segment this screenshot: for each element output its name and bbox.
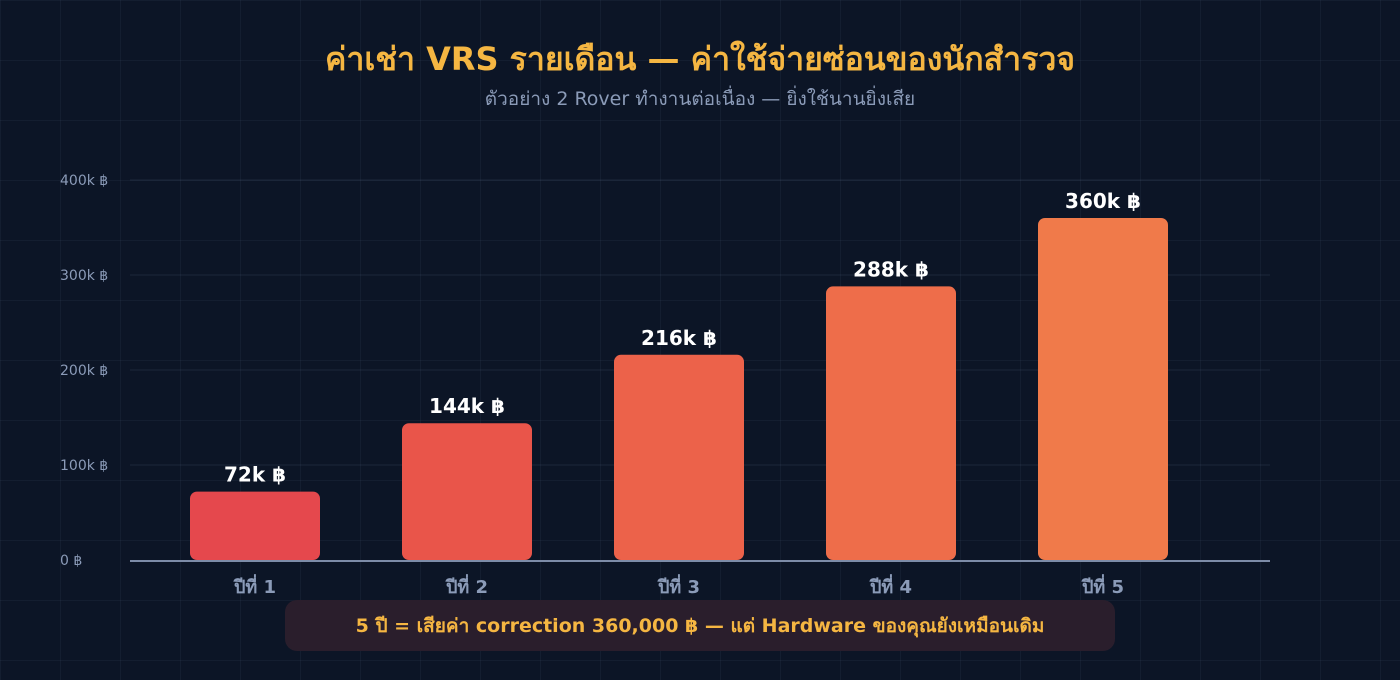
bar xyxy=(402,423,532,560)
bar xyxy=(1038,218,1168,560)
bar-value-label: 216k ฿ xyxy=(641,326,717,350)
y-axis-ticks: 0 ฿ 100k ฿ 200k ฿ 300k ฿ 400k ฿ xyxy=(60,173,108,569)
y-tick-label: 400k ฿ xyxy=(60,173,108,189)
x-axis-ticks: ปีที่ 1 ปีที่ 2 ปีที่ 3 ปีที่ 4 ปีที่ 5 xyxy=(233,574,1124,598)
x-tick-label: ปีที่ 1 xyxy=(233,574,276,598)
summary-callout-text: 5 ปี = เสียค่า correction 360,000 ฿ — แต… xyxy=(355,614,1045,637)
bars xyxy=(190,218,1168,560)
bar xyxy=(826,286,956,560)
y-tick-label: 0 ฿ xyxy=(60,553,82,569)
y-tick-label: 200k ฿ xyxy=(60,363,108,379)
x-tick-label: ปีที่ 2 xyxy=(445,574,488,598)
x-tick-label: ปีที่ 3 xyxy=(657,574,700,598)
y-tick-label: 300k ฿ xyxy=(60,268,108,284)
bar xyxy=(614,354,744,560)
bar-value-label: 360k ฿ xyxy=(1065,189,1141,213)
bar-value-label: 72k ฿ xyxy=(224,463,286,487)
summary-callout: 5 ปี = เสียค่า correction 360,000 ฿ — แต… xyxy=(285,600,1115,651)
x-tick-label: ปีที่ 5 xyxy=(1081,574,1124,598)
chart-subtitle: ตัวอย่าง 2 Rover ทำงานต่อเนื่อง — ยิ่งใช… xyxy=(484,88,916,110)
bar-value-label: 288k ฿ xyxy=(853,257,929,281)
value-labels: 72k ฿ 144k ฿ 216k ฿ 288k ฿ 360k ฿ xyxy=(224,189,1141,487)
bar xyxy=(190,491,320,560)
chart-title: ค่าเช่า VRS รายเดือน — ค่าใช้จ่ายซ่อนของ… xyxy=(324,40,1076,78)
bar-value-label: 144k ฿ xyxy=(429,394,505,418)
x-tick-label: ปีที่ 4 xyxy=(869,574,912,598)
y-tick-label: 100k ฿ xyxy=(60,458,108,474)
